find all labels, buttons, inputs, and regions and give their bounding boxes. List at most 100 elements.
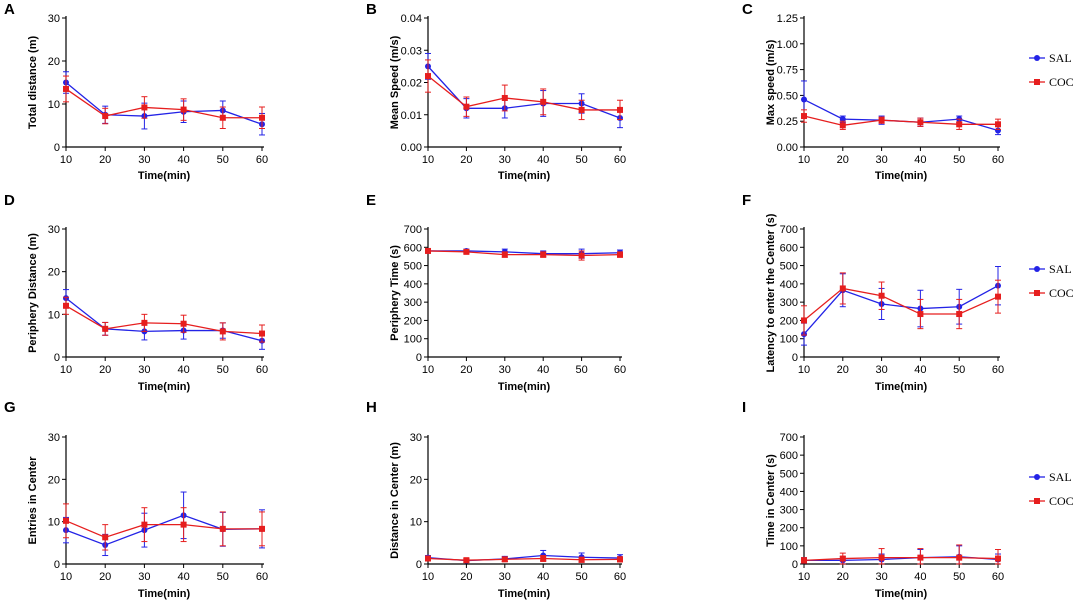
- data-point-coc: [425, 73, 431, 80]
- x-tick-label: 10: [798, 364, 810, 376]
- y-tick-label: 600: [404, 242, 422, 254]
- data-point-coc: [259, 114, 265, 121]
- legend-marker-sal: [1034, 266, 1040, 272]
- series-line-sal: [803, 98, 999, 132]
- x-tick-label: 30: [499, 571, 511, 583]
- y-tick-label: 300: [780, 297, 798, 309]
- x-tick-label: 60: [992, 571, 1004, 583]
- x-tick-label: 30: [499, 364, 511, 376]
- x-tick-label: 20: [99, 154, 111, 166]
- x-tick-label: 20: [837, 364, 849, 376]
- y-tick-label: 1.00: [777, 39, 798, 51]
- y-tick-label: 10: [410, 517, 422, 529]
- data-point-coc: [878, 117, 885, 124]
- series-coc: [63, 296, 265, 343]
- series-coc: [801, 272, 1001, 336]
- y-tick-label: 10: [48, 309, 60, 321]
- data-point-coc: [63, 517, 69, 524]
- y-tick-label: 200: [404, 315, 422, 327]
- y-tick-label: 20: [410, 474, 422, 486]
- legend: SAL COC: [1029, 51, 1074, 89]
- y-tick-label: 0.75: [777, 65, 798, 77]
- x-tick-label: 60: [256, 571, 268, 583]
- data-point-coc: [501, 251, 508, 258]
- x-tick-label: 30: [138, 571, 150, 583]
- data-point-coc: [102, 113, 109, 120]
- x-tick-label: 60: [256, 364, 268, 376]
- data-point-coc: [219, 525, 226, 532]
- y-tick-label: 10: [48, 99, 60, 111]
- y-tick-label: 500: [780, 261, 798, 273]
- x-tick-label: 50: [953, 154, 965, 166]
- series-line-sal: [65, 297, 263, 342]
- x-tick-label: 30: [875, 571, 887, 583]
- y-axis-title: Periphery Time (s): [389, 245, 401, 341]
- chart-panel-e: E 0 100 200 300 400 500 600 700 10 20 30 40 50 60 Time(…: [366, 192, 626, 393]
- legend-marker-sal: [1034, 474, 1040, 480]
- y-tick-label: 600: [780, 242, 798, 254]
- legend-marker-sal: [1034, 55, 1040, 61]
- x-axis-title: Time(min): [138, 588, 191, 600]
- x-tick-label: 50: [217, 571, 229, 583]
- x-tick-label: 40: [914, 364, 926, 376]
- y-tick-label: 700: [780, 224, 798, 236]
- y-tick-label: 0: [54, 142, 60, 154]
- panel-letter-d: D: [4, 192, 15, 209]
- data-point-coc: [956, 311, 963, 318]
- x-tick-label: 50: [575, 571, 587, 583]
- data-point-coc: [540, 251, 547, 258]
- series-coc: [63, 75, 265, 130]
- data-point-coc: [63, 85, 69, 92]
- data-point-coc: [617, 556, 623, 563]
- y-tick-label: 30: [48, 13, 60, 25]
- y-tick-label: 100: [780, 334, 798, 346]
- x-tick-label: 10: [422, 364, 434, 376]
- series-coc: [425, 247, 623, 261]
- series-sal: [425, 549, 623, 564]
- data-point-coc: [540, 98, 547, 105]
- data-point-coc: [540, 555, 547, 562]
- legend-label-sal: SAL: [1049, 470, 1072, 484]
- series-coc: [425, 555, 623, 564]
- x-tick-label: 60: [614, 364, 626, 376]
- data-point-coc: [578, 556, 585, 563]
- data-point-coc: [102, 325, 109, 332]
- series-sal: [425, 52, 623, 129]
- data-point-coc: [180, 320, 187, 327]
- x-tick-label: 20: [460, 364, 472, 376]
- data-point-coc: [425, 555, 431, 562]
- y-tick-label: 0: [416, 559, 422, 571]
- data-point-coc: [141, 104, 148, 111]
- legend-label-coc: COC: [1049, 75, 1074, 89]
- y-tick-label: 500: [404, 261, 422, 273]
- legend-label-sal: SAL: [1049, 262, 1072, 276]
- y-tick-label: 700: [404, 224, 422, 236]
- panel-letter-e: E: [366, 192, 376, 209]
- y-tick-label: 200: [780, 523, 798, 535]
- data-point-coc: [102, 534, 109, 541]
- y-tick-label: 0.25: [777, 116, 798, 128]
- panel-letter-f: F: [742, 192, 751, 209]
- y-tick-label: 0.03: [401, 45, 422, 57]
- data-point-coc: [219, 328, 226, 335]
- x-tick-label: 50: [575, 364, 587, 376]
- legend-label-coc: COC: [1049, 286, 1074, 300]
- data-point-coc: [219, 114, 226, 121]
- y-tick-label: 300: [780, 505, 798, 517]
- x-tick-label: 10: [60, 364, 72, 376]
- data-point-coc: [141, 319, 148, 326]
- series-sal: [63, 491, 265, 557]
- series-line-coc: [427, 250, 621, 257]
- chart-panel-f: F 0 100 200 300 400 500 600 700 10 20 30 40 50 60 Time(…: [742, 192, 1074, 393]
- series-line-sal: [803, 285, 999, 335]
- data-point-coc: [917, 119, 924, 126]
- series-coc: [63, 503, 265, 551]
- legend-label-sal: SAL: [1049, 51, 1072, 65]
- data-point-coc: [501, 556, 508, 563]
- y-tick-label: 0.50: [777, 90, 798, 102]
- data-point-coc: [463, 248, 470, 255]
- y-tick-label: 30: [410, 432, 422, 444]
- x-tick-label: 40: [914, 154, 926, 166]
